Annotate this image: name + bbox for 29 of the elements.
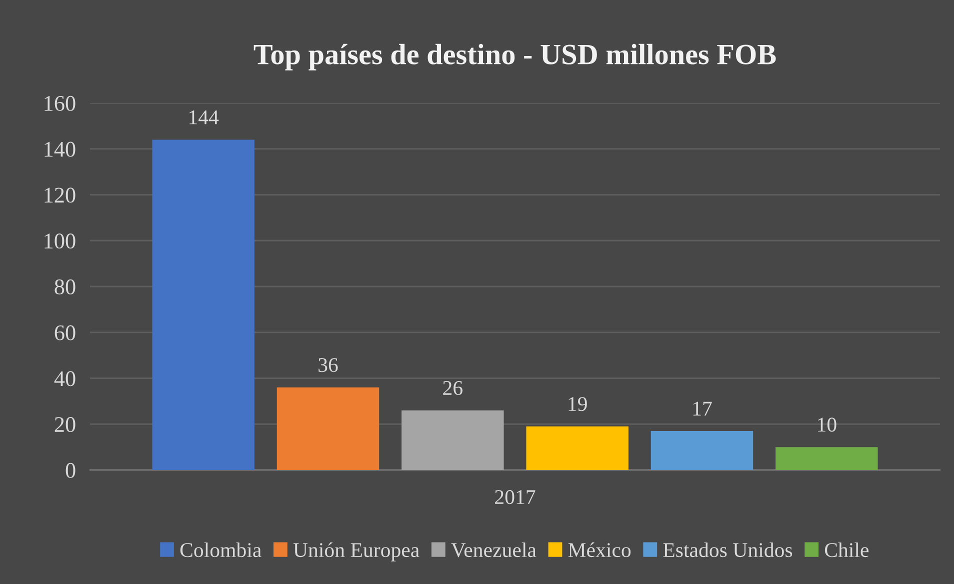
bar — [526, 426, 628, 470]
legend-label: Colombia — [180, 542, 262, 558]
y-tick-label: 40 — [54, 371, 76, 386]
x-tick-label: 2017 — [495, 490, 536, 504]
y-tick-label: 160 — [44, 96, 76, 111]
data-label: 144 — [190, 110, 219, 124]
y-tick-label: 0 — [66, 462, 76, 478]
y-tick-label: 100 — [44, 234, 76, 249]
y-tick-label: 20 — [54, 417, 76, 432]
data-label: 36 — [318, 358, 338, 372]
bar — [402, 410, 504, 470]
legend-label: México — [568, 542, 631, 558]
legend-label: Venezuela — [451, 542, 536, 558]
y-tick-label: 60 — [54, 325, 76, 340]
data-label: 19 — [568, 397, 587, 412]
data-label: 10 — [818, 418, 836, 432]
chart-title: Top países de destino - USD millones FOB — [254, 44, 776, 70]
bar — [152, 140, 254, 470]
legend-label: Estados Unidos — [663, 542, 792, 558]
bar — [276, 387, 380, 470]
data-label: 26 — [443, 381, 462, 396]
bar — [776, 447, 878, 470]
y-tick-label: 80 — [54, 279, 76, 294]
legend-label: Unión Europea — [293, 542, 420, 562]
data-label: 17 — [693, 402, 712, 416]
y-tick-label: 120 — [44, 188, 76, 203]
legend-label: Chile — [824, 542, 869, 558]
y-tick-label: 140 — [44, 142, 76, 157]
bar — [650, 431, 754, 470]
